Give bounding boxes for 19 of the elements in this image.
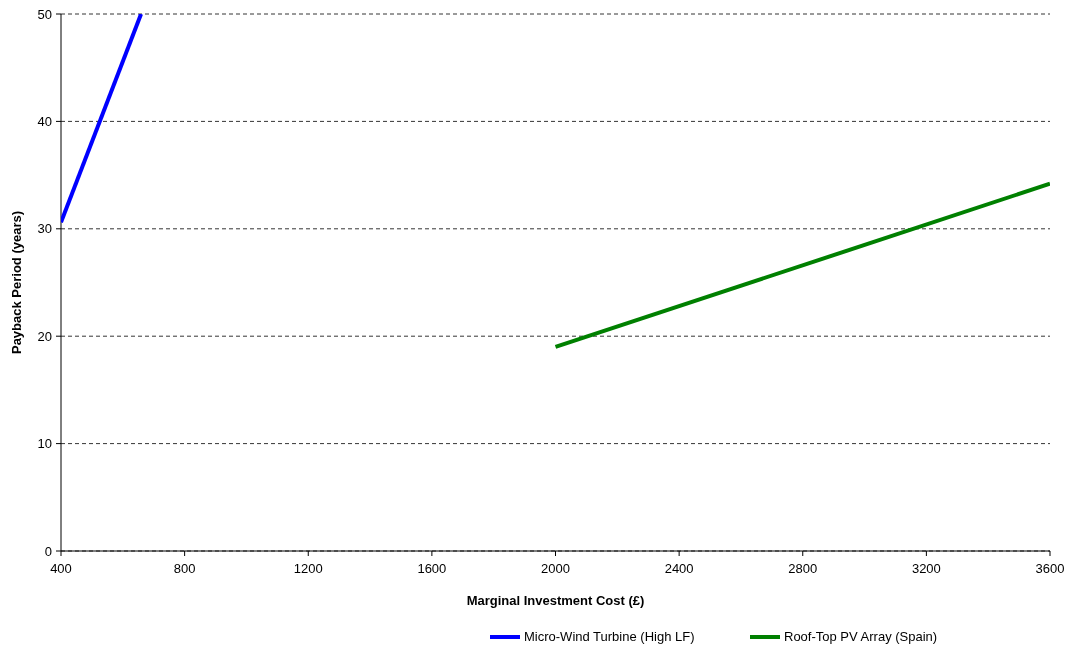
x-tick-label: 1200 bbox=[293, 561, 323, 576]
legend-label: Micro-Wind Turbine (High LF) bbox=[524, 629, 695, 644]
y-tick-label: 20 bbox=[37, 328, 52, 344]
x-tick-label: 800 bbox=[173, 561, 196, 576]
x-tick-label: 400 bbox=[50, 561, 72, 576]
y-tick-label: 0 bbox=[44, 543, 52, 559]
y-tick-label: 30 bbox=[37, 221, 52, 237]
x-tick-label: 1600 bbox=[417, 561, 447, 576]
x-tick-label: 2800 bbox=[788, 561, 818, 576]
x-tick-label: 3200 bbox=[911, 561, 941, 576]
x-tick-label: 2000 bbox=[541, 561, 570, 576]
x-tick-label: 2400 bbox=[664, 561, 694, 576]
x-axis-title: Marginal Investment Cost (£) bbox=[466, 593, 645, 608]
y-tick-label: 40 bbox=[37, 113, 52, 129]
legend-label: Roof-Top PV Array (Spain) bbox=[784, 629, 938, 644]
x-tick-label: 3600 bbox=[1035, 561, 1065, 576]
y-tick-label: 10 bbox=[37, 436, 52, 452]
y-tick-label: 50 bbox=[37, 6, 52, 22]
y-axis-title: Payback Period (years) bbox=[9, 210, 24, 355]
